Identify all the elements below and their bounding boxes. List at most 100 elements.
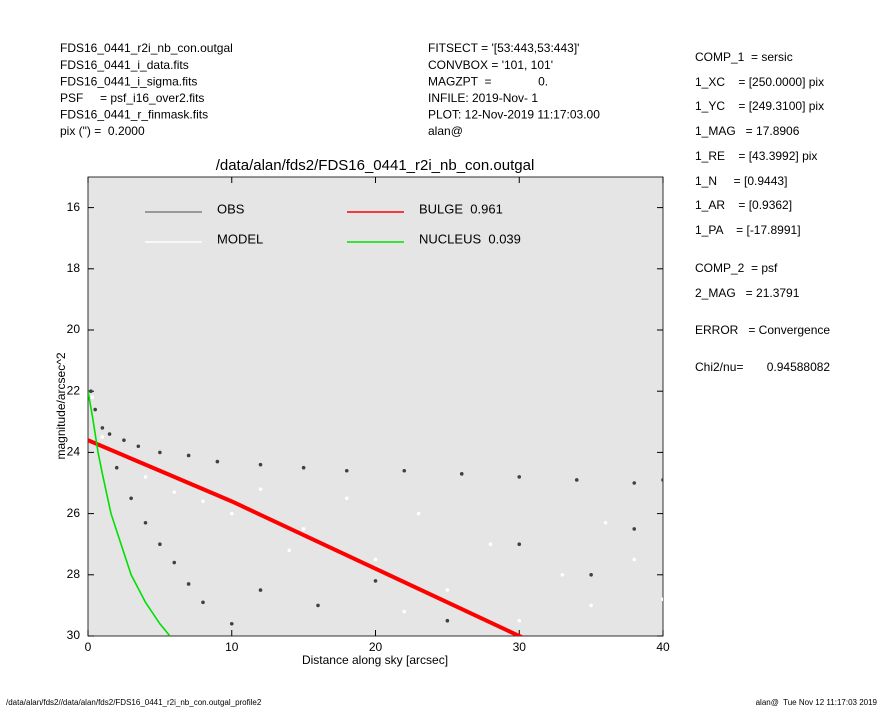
- header-right-line: ERROR = Convergence: [695, 323, 830, 337]
- data-point: [445, 588, 450, 592]
- y-tick-label: 28: [67, 567, 81, 581]
- data-point: [373, 579, 378, 583]
- data-point: [589, 573, 593, 577]
- data-point: [459, 472, 464, 476]
- header-right-line: 1_N = [0.9443]: [695, 174, 787, 188]
- data-point: [143, 475, 148, 479]
- header-right-line: 1_MAG = 17.8906: [695, 124, 800, 138]
- data-point: [100, 435, 105, 439]
- x-tick-label: 20: [369, 640, 383, 654]
- header-left-line: FDS16_0441_r_finmask.fits: [60, 108, 208, 122]
- header-left-line: FDS16_0441_i_data.fits: [60, 58, 189, 72]
- header-middle-line: FITSECT = '[53:443,53:443]': [428, 41, 579, 55]
- x-tick-label: 0: [85, 640, 92, 654]
- header-left-line: pix (") = 0.2000: [60, 124, 145, 138]
- data-point: [114, 465, 119, 470]
- header-right-line: 1_XC = [250.0000] pix: [695, 75, 824, 89]
- data-point: [201, 600, 205, 605]
- header-middle-line: alan@: [428, 124, 463, 138]
- x-tick-label: 40: [656, 640, 670, 654]
- data-point: [158, 450, 162, 455]
- data-point: [402, 609, 407, 614]
- data-point: [632, 481, 637, 485]
- data-point: [186, 453, 191, 458]
- data-point: [287, 548, 292, 553]
- header-right-line: 1_AR = [0.9362]: [695, 198, 792, 212]
- footer-left: /data/alan/fds2//data/alan/fds2/FDS16_04…: [6, 698, 262, 707]
- data-point: [129, 496, 133, 501]
- y-tick-label: 26: [67, 506, 81, 520]
- x-axis-label: Distance along sky [arcsec]: [302, 653, 448, 667]
- data-point: [301, 465, 306, 470]
- x-tick-label: 10: [225, 640, 239, 654]
- header-middle-line: MAGZPT = 0.: [428, 74, 548, 88]
- data-point: [316, 603, 320, 608]
- data-point: [186, 582, 191, 586]
- header-left-line: FDS16_0441_r2i_nb_con.outgal: [60, 41, 233, 55]
- legend-label: OBS: [217, 201, 245, 216]
- header-left-line: FDS16_0441_i_sigma.fits: [60, 74, 197, 88]
- y-tick-label: 22: [67, 383, 81, 397]
- data-point: [100, 426, 105, 430]
- header-middle-line: PLOT: 12-Nov-2019 11:17:03.00: [428, 108, 600, 122]
- data-point: [301, 527, 306, 531]
- header-right-line: COMP_2 = psf: [695, 261, 778, 275]
- legend-label: BULGE 0.961: [419, 201, 503, 216]
- data-point: [632, 527, 637, 531]
- legend-label: NUCLEUS 0.039: [419, 231, 521, 246]
- data-point: [201, 499, 205, 504]
- data-point: [344, 496, 349, 501]
- data-point: [661, 478, 663, 482]
- data-point: [93, 407, 97, 412]
- data-point: [215, 459, 220, 464]
- data-point: [258, 462, 263, 467]
- data-point: [143, 520, 148, 525]
- data-point: [445, 618, 450, 623]
- data-point: [136, 444, 141, 449]
- data-point: [90, 395, 95, 400]
- x-tick-label: 30: [513, 640, 527, 654]
- plot-marks: [88, 389, 663, 636]
- legend-label: MODEL: [217, 231, 263, 246]
- y-tick-label: 24: [67, 445, 81, 459]
- data-point: [603, 520, 608, 525]
- data-point: [517, 475, 522, 479]
- data-point: [158, 542, 162, 546]
- data-point: [172, 560, 177, 565]
- y-tick-label: 30: [67, 628, 81, 642]
- data-point: [574, 478, 579, 482]
- model-line: [88, 438, 525, 636]
- data-point: [344, 468, 349, 473]
- header-right-line: 2_MAG = 21.3791: [695, 286, 800, 300]
- y-axis-label: magnitude/arcsec^2: [54, 352, 68, 459]
- data-point: [560, 573, 565, 577]
- footer-right: alan@ Tue Nov 12 11:17:03 2019: [756, 698, 878, 707]
- y-tick-label: 18: [67, 261, 81, 275]
- header-right-line: 1_YC = [249.3100] pix: [695, 99, 824, 113]
- model-line: [88, 391, 171, 636]
- data-point: [402, 468, 407, 473]
- data-point: [258, 487, 263, 491]
- data-point: [488, 542, 493, 546]
- data-point: [172, 490, 177, 494]
- header-right-line: COMP_1 = sersic: [695, 50, 793, 64]
- data-point: [589, 603, 593, 608]
- data-point: [517, 542, 522, 546]
- header-middle-line: INFILE: 2019-Nov- 1: [428, 91, 538, 105]
- data-point: [122, 438, 126, 442]
- header-left-line: PSF = psf_i16_over2.fits: [60, 91, 204, 105]
- data-point: [373, 557, 378, 562]
- data-point: [661, 597, 663, 602]
- header-right-line: 1_RE = [43.3992] pix: [695, 149, 817, 163]
- header-middle-line: CONVBOX = '101, 101': [428, 58, 553, 72]
- y-tick-label: 20: [67, 322, 81, 336]
- data-point: [632, 557, 637, 562]
- data-point: [229, 511, 234, 516]
- data-point: [258, 588, 263, 592]
- data-point: [517, 618, 522, 623]
- data-point: [107, 432, 112, 436]
- data-point: [416, 511, 421, 516]
- data-point: [229, 621, 234, 626]
